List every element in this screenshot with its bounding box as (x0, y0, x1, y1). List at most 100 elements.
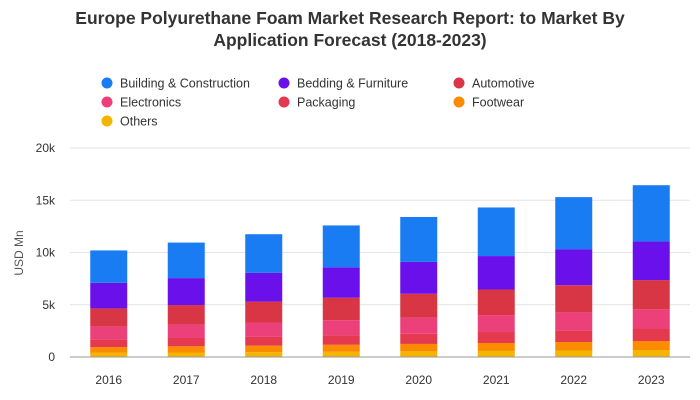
bar-segment-bedding-and-furniture (477, 256, 515, 290)
bar-segment-packaging (245, 336, 283, 346)
bar-segment-building-and-construction (167, 242, 205, 279)
bar-segment-building-and-construction (477, 207, 515, 257)
bar-stack-2018 (245, 234, 283, 357)
bar-segment-bedding-and-furniture (632, 241, 670, 281)
chart-title-line-2: Application Forecast (2018-2023) (213, 30, 486, 50)
legend-item-building-and-construction: Building & Construction (101, 77, 250, 91)
legend-swatch (453, 96, 465, 108)
bar-segment-electronics (322, 320, 360, 336)
bar-segment-others (245, 352, 283, 357)
legend: Building & Construction Bedding & Furnitu… (101, 77, 535, 129)
bar-segment-packaging (400, 333, 438, 344)
bar-segment-packaging (322, 335, 360, 345)
bar-segment-automotive (400, 293, 438, 318)
bar-segment-electronics (90, 326, 128, 340)
legend-label: Building & Construction (120, 77, 250, 91)
bar-segment-others (555, 350, 593, 357)
legend-swatch (101, 96, 113, 108)
legend-swatch (453, 77, 465, 89)
bar-segment-bedding-and-furniture (555, 249, 593, 286)
bar-segment-bedding-and-furniture (322, 267, 360, 298)
bar-stack-2019 (322, 225, 360, 357)
legend-label: Automotive (472, 77, 535, 91)
bar-segment-bedding-and-furniture (400, 261, 438, 294)
bar-segment-packaging (477, 332, 515, 343)
legend-item-packaging: Packaging (278, 96, 355, 110)
bar-segment-bedding-and-furniture (167, 278, 205, 306)
bar-segment-electronics (400, 317, 438, 334)
bar-segment-bedding-and-furniture (245, 272, 283, 302)
y-tick-label: 15k (36, 193, 56, 207)
bar-segment-automotive (245, 301, 283, 323)
legend-swatch (101, 115, 113, 127)
legend-item-electronics: Electronics (101, 96, 181, 110)
bar-segment-bedding-and-furniture (90, 282, 128, 309)
x-tick-label: 2021 (483, 373, 510, 387)
bar-segment-electronics (632, 309, 670, 329)
legend-label: Packaging (297, 96, 355, 110)
legend-swatch (101, 77, 113, 89)
bar-segment-automotive (632, 280, 670, 310)
x-tick-label: 2020 (405, 373, 432, 387)
y-tick-label: 5k (42, 298, 56, 312)
bar-segment-footwear (167, 346, 205, 353)
y-tick-label: 10k (36, 246, 56, 260)
bar-segment-footwear (477, 342, 515, 351)
bar-segment-others (90, 352, 128, 357)
bar-segment-electronics (245, 322, 283, 337)
y-tick-label: 20k (36, 141, 56, 155)
x-tick-label: 2016 (95, 373, 122, 387)
bar-stack-2017 (167, 242, 205, 357)
bar-segment-footwear (90, 347, 128, 353)
legend-item-others: Others (101, 115, 158, 129)
legend-label: Bedding & Furniture (297, 77, 408, 91)
bar-segment-automotive (167, 305, 205, 325)
bar-stack-2016 (90, 250, 128, 357)
legend-label: Footwear (472, 96, 524, 110)
bar-segment-building-and-construction (90, 250, 128, 283)
chart-title-line-1: Europe Polyurethane Foam Market Research… (75, 8, 625, 28)
bar-segment-packaging (90, 339, 128, 348)
legend-label: Electronics (120, 96, 181, 110)
x-tick-label: 2017 (173, 373, 200, 387)
bar-segment-packaging (632, 328, 670, 342)
bar-stack-2020 (400, 216, 438, 357)
bar-segment-automotive (90, 308, 128, 327)
bar-segment-building-and-construction (632, 185, 670, 242)
bar-segment-automotive (477, 289, 515, 316)
legend-swatch (278, 96, 290, 108)
x-axis: 2016 2017 2018 2019 2020 2021 2022 2023 (70, 356, 690, 387)
x-tick-label: 2018 (250, 373, 277, 387)
bars (90, 185, 670, 357)
legend-swatch (278, 77, 290, 89)
bar-segment-footwear (555, 342, 593, 351)
bar-stack-2023 (632, 185, 670, 357)
legend-item-footwear: Footwear (453, 96, 524, 110)
bar-segment-building-and-construction (322, 225, 360, 268)
chart-title: Europe Polyurethane Foam Market Research… (75, 8, 625, 50)
bar-segment-others (322, 351, 360, 357)
bar-segment-footwear (322, 344, 360, 352)
bar-segment-building-and-construction (400, 216, 438, 262)
legend-item-bedding-and-furniture: Bedding & Furniture (278, 77, 408, 91)
bar-segment-electronics (477, 315, 515, 333)
bar-segment-footwear (245, 345, 283, 353)
bar-segment-packaging (167, 337, 205, 347)
bar-segment-automotive (322, 297, 360, 321)
bar-segment-others (167, 352, 205, 357)
bar-segment-packaging (555, 330, 593, 343)
y-axis-label: USD Mn (12, 230, 26, 275)
x-tick-label: 2022 (560, 373, 587, 387)
legend-item-automotive: Automotive (453, 77, 535, 91)
bar-segment-footwear (400, 343, 438, 352)
x-tick-label: 2019 (328, 373, 355, 387)
legend-label: Others (120, 115, 158, 129)
bar-segment-electronics (167, 324, 205, 338)
bar-segment-building-and-construction (555, 197, 593, 250)
bar-segment-electronics (555, 312, 593, 331)
bar-segment-automotive (555, 285, 593, 313)
bar-stack-2021 (477, 207, 515, 357)
bar-stack-2022 (555, 197, 593, 357)
bar-segment-footwear (632, 341, 670, 350)
